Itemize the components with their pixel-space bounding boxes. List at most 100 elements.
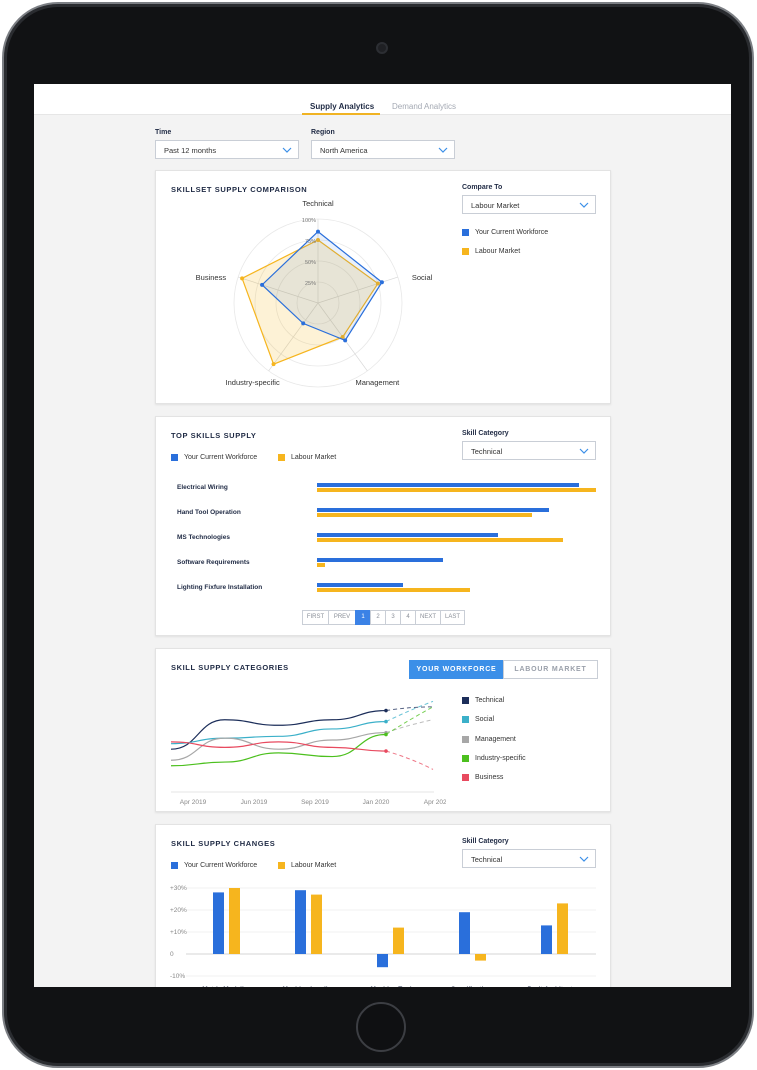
app-screen: Supply Analytics Demand Analytics Time P… [34, 84, 731, 987]
compare-to-select[interactable]: Labour Market [462, 195, 596, 214]
forecast-line [385, 706, 434, 735]
radar-axis-label: Technical [302, 199, 334, 208]
chevron-down-icon [579, 856, 589, 862]
chevron-down-icon [438, 147, 448, 153]
legend-swatch [462, 697, 469, 704]
skill-category-select[interactable]: Technical [462, 441, 596, 460]
legend-label: Industry-specific [475, 755, 526, 762]
toggle-labour-market[interactable]: LABOUR MARKET [503, 660, 598, 679]
line-technical [170, 709, 387, 750]
radar-tick-label: 100% [302, 218, 316, 224]
pager-last[interactable]: LAST [440, 610, 465, 625]
workforce-bar [317, 583, 404, 587]
radar-tick-label: 50% [305, 260, 316, 266]
compare-to-label: Compare To [462, 184, 503, 191]
pager-page-4[interactable]: 4 [400, 610, 416, 625]
skillset-comparison-card: SKILLSET SUPPLY COMPARISON Compare To La… [155, 170, 611, 404]
x-tick-label: Apr 2019 [180, 799, 207, 806]
skill-label: Hand Tool Operation [177, 509, 241, 516]
line-end-point [384, 749, 388, 753]
workforce-market-toggle: YOUR WORKFORCE LABOUR MARKET [409, 660, 598, 679]
legend-swatch [462, 736, 469, 743]
workforce-bar [317, 558, 443, 562]
skill-label: Electrical Wiring [177, 484, 228, 491]
forecast-line [385, 700, 434, 723]
camera-lens [376, 42, 388, 54]
legend-social: Social [462, 716, 494, 723]
radar-point [271, 362, 276, 367]
line-end-point [384, 708, 388, 713]
category-label: Metric Modeling [202, 986, 252, 987]
workforce-bar [295, 890, 306, 954]
radar-tick-label: 25% [305, 281, 316, 287]
pager-first[interactable]: FIRST [302, 610, 329, 625]
top-tab-bar: Supply Analytics Demand Analytics [34, 84, 731, 115]
workforce-bar [317, 483, 580, 487]
radar-axis-line [238, 276, 319, 304]
card-title: SKILL SUPPLY CATEGORIES [171, 663, 289, 672]
legend-label: Technical [475, 697, 505, 704]
category-label: Machine Loading [282, 986, 335, 987]
toggle-your-workforce[interactable]: YOUR WORKFORCE [409, 660, 504, 679]
x-tick-label: Jun 2019 [241, 799, 268, 806]
skill-label: Lighting Fixfure Installation [177, 584, 263, 591]
workforce-bar [317, 508, 549, 512]
skill-label: MS Technologies [177, 534, 230, 541]
line-management [170, 732, 387, 761]
labour-bar [475, 954, 486, 961]
y-tick-label: +20% [170, 907, 187, 914]
radar-point [379, 280, 384, 285]
radar-point [343, 338, 348, 343]
skill-category-select[interactable]: Technical [462, 849, 596, 868]
legend-labour: Labour Market [278, 454, 336, 461]
chevron-down-icon [579, 202, 589, 208]
top-skills-card: TOP SKILLS SUPPLY Skill Category Technic… [155, 416, 611, 636]
pager-next[interactable]: NEXT [415, 610, 441, 625]
labour-bar [317, 513, 532, 517]
legend-label: Your Current Workforce [475, 229, 549, 236]
workforce-bar [213, 892, 224, 954]
legend-industry-specific: Industry-specific [462, 755, 526, 762]
radar-chart: 25% 50% 75% 100% Technical Social Management In… [196, 199, 433, 388]
x-tick-label: Sep 2019 [301, 799, 329, 806]
radar-axis-line [268, 302, 319, 372]
legend-label: Management [475, 736, 516, 743]
tab-supply-analytics[interactable]: Supply Analytics [310, 102, 375, 111]
active-tab-indicator [302, 113, 380, 115]
tab-demand-analytics[interactable]: Demand Analytics [392, 102, 457, 111]
labour-bar [229, 888, 240, 954]
chevron-down-icon [579, 448, 589, 454]
line-industry-specific [170, 733, 387, 767]
card-title: SKILL SUPPLY CHANGES [171, 839, 276, 848]
radar-point [340, 334, 345, 339]
category-label: Specifications [451, 986, 495, 987]
legend-swatch [171, 454, 178, 461]
pager-prev[interactable]: PREV [328, 610, 356, 625]
region-filter-label: Region [311, 129, 335, 136]
y-tick-label: +30% [170, 885, 187, 892]
pager-page-1[interactable]: 1 [355, 610, 371, 625]
line-social [170, 721, 387, 745]
line-business [170, 741, 387, 752]
skill-categories-line-chart: Apr 2019 Jun 2019 Sep 2019 Jan 2020 Apr 2020 [170, 700, 446, 806]
time-select[interactable]: Past 12 months [155, 140, 299, 159]
skill-categories-card: SKILL SUPPLY CATEGORIES YOUR WORKFORCE L… [155, 648, 611, 812]
forecast-line [385, 706, 434, 712]
pager-page-3[interactable]: 3 [385, 610, 401, 625]
legend-label: Business [475, 774, 504, 781]
legend-label: Your Current Workforce [184, 454, 258, 461]
radar-series-workforce [261, 230, 383, 342]
pager-page-2[interactable]: 2 [370, 610, 386, 625]
region-select[interactable]: North America [311, 140, 455, 159]
legend-swatch [462, 229, 469, 236]
legend-label: Labour Market [291, 862, 337, 869]
labour-bar [317, 488, 596, 492]
home-button[interactable] [356, 1002, 406, 1052]
y-tick-label: 0 [170, 951, 174, 958]
radar-axis-label: Social [412, 273, 433, 282]
legend-labour: Labour Market [462, 248, 520, 255]
radar-point [375, 281, 380, 286]
card-title: SKILLSET SUPPLY COMPARISON [171, 185, 308, 194]
legend-label: Labour Market [291, 454, 337, 461]
